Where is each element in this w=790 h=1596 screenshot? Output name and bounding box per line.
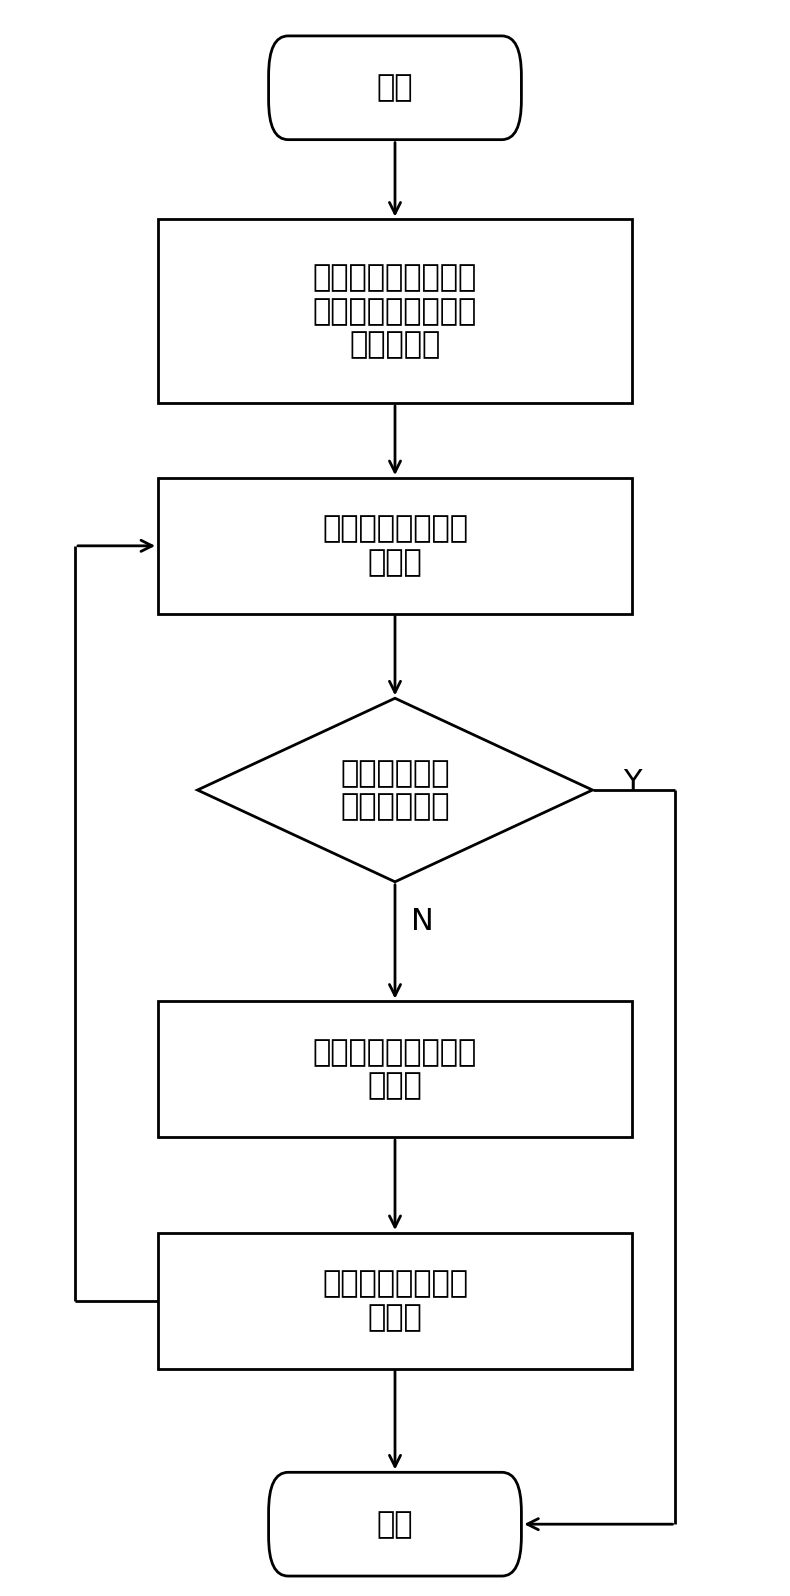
Text: 开始: 开始 (377, 73, 413, 102)
Bar (158, 479, 632, 613)
Bar (158, 1232, 632, 1369)
Text: Y: Y (623, 768, 641, 796)
Text: 对干扰源进行定位并
通过开环保形算法计
算调零权値: 对干扰源进行定位并 通过开环保形算法计 算调零权値 (313, 263, 477, 359)
Polygon shape (198, 699, 592, 881)
Bar (158, 220, 632, 404)
Text: 判别是否达到
干扰抑制效果: 判别是否达到 干扰抑制效果 (340, 758, 450, 822)
Bar (158, 1002, 632, 1136)
Text: 调整波束形成网络
的权値: 调整波束形成网络 的权値 (322, 514, 468, 578)
Text: 通过闭环迭代算法更
新权値: 通过闭环迭代算法更 新权値 (313, 1037, 477, 1101)
Text: 结束: 结束 (377, 1510, 413, 1539)
FancyBboxPatch shape (269, 35, 521, 140)
Text: 调整波束形成网络
的权値: 调整波束形成网络 的权値 (322, 1269, 468, 1333)
FancyBboxPatch shape (269, 1472, 521, 1577)
Text: N: N (412, 907, 434, 937)
